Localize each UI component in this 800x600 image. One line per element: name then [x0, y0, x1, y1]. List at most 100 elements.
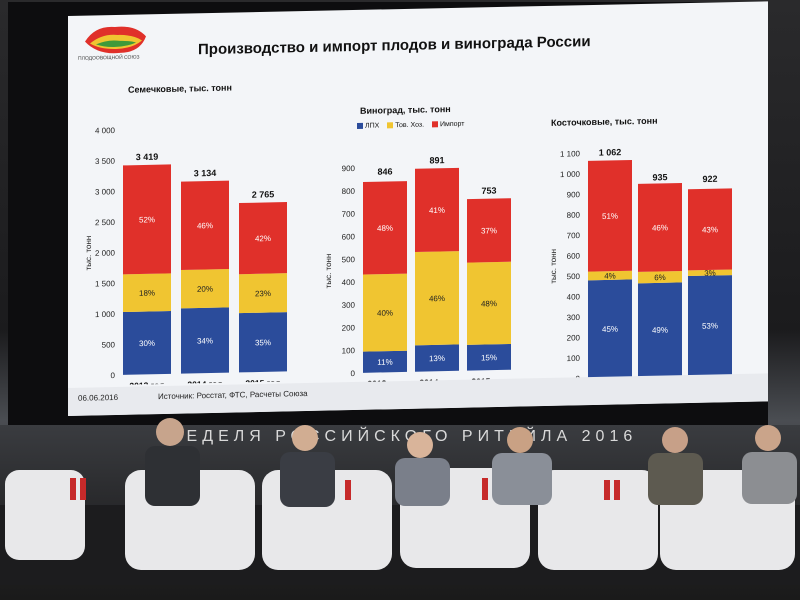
y-tick-label: 200	[567, 333, 581, 342]
y-tick-label: 100	[567, 354, 581, 363]
y-tick-label: 1 100	[560, 149, 581, 158]
segment-percent-label: 11%	[377, 358, 392, 367]
x-category-label: 2014 год	[187, 379, 223, 386]
y-tick-label: 800	[342, 187, 356, 196]
segment-percent-label: 42%	[255, 234, 271, 243]
y-tick-label: 1 000	[95, 310, 116, 319]
y-tick-label: 500	[342, 255, 356, 264]
segment-percent-label: 48%	[481, 299, 497, 308]
y-tick-label: 0	[351, 369, 356, 378]
bar-segment	[588, 279, 632, 379]
y-axis-label: тыс. тонн	[324, 254, 333, 289]
y-tick-label: 600	[342, 232, 356, 241]
segment-percent-label: 43%	[702, 225, 718, 234]
y-tick-label: 3 000	[95, 187, 116, 196]
y-tick-label: 600	[567, 252, 581, 261]
bar-segment	[123, 164, 171, 275]
x-category-label: 2015 год	[245, 378, 281, 386]
y-tick-label: 300	[567, 313, 581, 322]
segment-percent-label: 15%	[481, 353, 497, 362]
y-tick-label: 500	[102, 340, 116, 349]
bar-segment	[638, 282, 682, 378]
y-tick-label: 1 500	[95, 279, 116, 288]
bar-segment	[467, 261, 511, 345]
y-tick-label: 0	[111, 371, 116, 380]
bar-total-label: 753	[481, 186, 496, 196]
bar-segment	[181, 307, 229, 374]
bar-segment	[638, 270, 682, 284]
bar-segment	[638, 182, 682, 272]
bar-segment	[181, 180, 229, 270]
y-tick-label: 900	[342, 164, 356, 173]
bar-segment	[467, 198, 511, 263]
segment-percent-label: 51%	[602, 212, 618, 221]
segment-percent-label: 3%	[704, 269, 716, 278]
segment-percent-label: 37%	[481, 226, 497, 235]
bar-segment	[363, 181, 407, 275]
y-tick-label: 500	[567, 272, 581, 281]
y-tick-label: 400	[342, 278, 356, 287]
bar-total-label: 935	[652, 172, 667, 182]
y-tick-label: 700	[567, 231, 581, 240]
segment-percent-label: 35%	[255, 338, 271, 347]
bar-segment	[239, 202, 287, 275]
x-category-label: 2013 год	[129, 380, 165, 386]
projection-screen: ПЛОДООВОЩНОЙ СОЮЗ Производство и импорт …	[8, 1, 768, 427]
segment-percent-label: 4%	[604, 271, 616, 280]
segment-percent-label: 30%	[139, 339, 155, 348]
segment-percent-label: 20%	[197, 285, 213, 294]
segment-percent-label: 46%	[429, 294, 445, 303]
y-tick-label: 200	[342, 323, 356, 332]
y-tick-label: 1 000	[560, 170, 581, 179]
bar-total-label: 922	[702, 174, 717, 184]
bar-total-label: 846	[377, 167, 392, 177]
bar-segment	[688, 275, 732, 377]
presentation-slide: ПЛОДООВОЩНОЙ СОЮЗ Производство и импорт …	[68, 1, 768, 416]
chart-pome: 0 500 1 000 1 500 2 000 2 500 3 000 3 500 4 000 т…	[84, 126, 287, 386]
bar-segment	[363, 273, 407, 352]
y-axis-label: тыс. тонн	[549, 249, 558, 284]
bar-segment	[123, 273, 171, 313]
bar-segment	[588, 270, 632, 281]
y-tick-label: 400	[567, 292, 581, 301]
segment-percent-label: 13%	[429, 354, 445, 363]
y-axis-label: тыс. тонн	[84, 236, 93, 271]
y-tick-label: 2 500	[95, 218, 116, 227]
bar-total-label: 3 419	[136, 152, 159, 162]
segment-percent-label: 53%	[702, 321, 718, 330]
bar-total-label: 2 765	[252, 189, 275, 199]
bar-segment	[415, 344, 459, 372]
segment-percent-label: 34%	[197, 336, 213, 345]
y-tick-label: 3 500	[95, 157, 116, 166]
segment-percent-label: 23%	[255, 289, 271, 298]
segment-percent-label: 45%	[602, 325, 618, 334]
bar-segment	[415, 251, 459, 346]
bar-segment	[239, 312, 287, 373]
segment-percent-label: 6%	[654, 273, 666, 282]
segment-percent-label: 18%	[139, 289, 155, 298]
bar-segment	[588, 159, 632, 272]
bar-segment	[467, 343, 511, 371]
y-tick-label: 900	[567, 190, 581, 199]
y-tick-label: 700	[342, 210, 356, 219]
bar-segment	[688, 269, 732, 277]
bar-segment	[415, 167, 459, 252]
bar-segment	[123, 311, 171, 375]
segment-percent-label: 52%	[139, 215, 155, 224]
bar-segment	[181, 268, 229, 309]
bar-total-label: 891	[429, 155, 444, 165]
bar-segment	[239, 273, 287, 314]
segment-percent-label: 40%	[377, 308, 393, 317]
chart-grapes: 0 100 200 300 400 500 600 700 800 900 тыс. тонн 11%…	[324, 155, 511, 389]
segment-percent-label: 46%	[652, 223, 668, 232]
y-tick-label: 100	[342, 346, 356, 355]
segment-percent-label: 41%	[429, 206, 445, 215]
y-tick-label: 4 000	[95, 126, 116, 135]
y-tick-label: 300	[342, 301, 356, 310]
union-logo-icon	[85, 26, 146, 54]
segment-percent-label: 46%	[197, 221, 213, 230]
bar-total-label: 3 134	[194, 168, 217, 178]
bar-segment	[363, 350, 407, 373]
bar-total-label: 1 062	[599, 147, 622, 157]
